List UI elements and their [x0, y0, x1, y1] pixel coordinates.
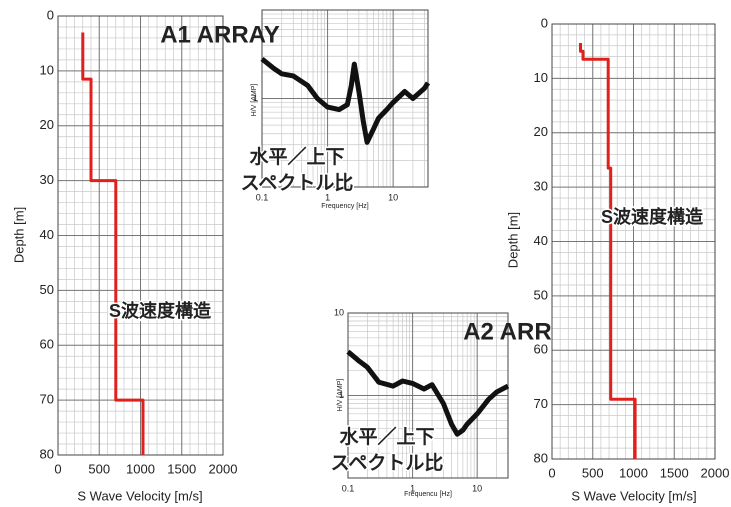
x-tick-label: 10 [472, 483, 482, 493]
y-tick-label: 20 [40, 117, 54, 132]
annotation: S波速度構造 [109, 300, 211, 321]
y-tick-label: 50 [40, 282, 54, 297]
x-tick-label: 1000 [126, 461, 155, 476]
annotation: 水平／上下 [339, 425, 434, 448]
x-tick-label: 0 [54, 461, 61, 476]
plot-frame [347, 312, 509, 479]
x-tick-label: 0.1 [256, 192, 269, 202]
x-tick-label: 1500 [167, 461, 196, 476]
y-tick-label: 40 [534, 233, 548, 248]
x-tick-label: 2000 [209, 461, 238, 476]
plot-frame [261, 9, 429, 188]
data-line [579, 43, 637, 459]
y-tick-label: 30 [40, 172, 54, 187]
plot-frame [551, 23, 716, 460]
annotation: スペクトル比 [331, 452, 444, 474]
y-axis-label: H/V [AMP] [251, 84, 258, 117]
y-tick-label: 70 [40, 392, 54, 407]
y-axis-label: Depth [m] [11, 207, 26, 263]
data-line [346, 349, 510, 437]
x-tick-label: 500 [582, 465, 604, 480]
y-tick-label: 30 [534, 179, 548, 194]
y-tick-label: 1 [253, 93, 258, 103]
x-tick-label: 1500 [660, 465, 689, 480]
y-tick-label: 10 [40, 62, 54, 77]
y-tick-label: 60 [40, 337, 54, 352]
annotation: S波速度構造 [601, 206, 703, 227]
x-tick-label: 1 [325, 192, 330, 202]
y-tick-label: 1 [339, 390, 344, 400]
y-axis-label: H/V [AMP] [337, 379, 344, 412]
x-axis-label: Frequencu [Hz] [404, 491, 452, 498]
y-axis-label: Depth [m] [505, 212, 520, 268]
y-tick-label: 70 [534, 396, 548, 411]
y-tick-label: 80 [40, 446, 54, 461]
chart-title: A1 ARRAY [160, 21, 280, 48]
x-tick-label: 500 [88, 461, 110, 476]
x-tick-label: 1000 [619, 465, 648, 480]
annotation: スペクトル比 [241, 172, 354, 194]
x-tick-label: 0.1 [342, 483, 355, 493]
annotation: 水平／上下 [249, 145, 344, 168]
y-tick-label: 80 [534, 450, 548, 465]
x-axis-label: S Wave Velocity [m/s] [571, 488, 696, 503]
y-tick-label: 10 [334, 307, 344, 317]
x-tick-label: 10 [388, 192, 398, 202]
x-tick-label: 1 [410, 483, 415, 493]
x-tick-label: 0 [548, 465, 555, 480]
x-tick-label: 2000 [701, 465, 730, 480]
plot-frame [57, 15, 224, 456]
y-tick-label: 0 [541, 15, 548, 30]
y-tick-label: 50 [534, 287, 548, 302]
x-axis-label: Frequency [Hz] [321, 203, 369, 210]
y-tick-label: 10 [534, 70, 548, 85]
data-line [81, 32, 145, 455]
y-tick-label: 0 [47, 7, 54, 22]
y-tick-label: 20 [534, 124, 548, 139]
data-line [260, 56, 431, 145]
y-tick-label: 40 [40, 227, 54, 242]
x-axis-label: S Wave Velocity [m/s] [77, 488, 202, 503]
y-tick-label: 60 [534, 342, 548, 357]
